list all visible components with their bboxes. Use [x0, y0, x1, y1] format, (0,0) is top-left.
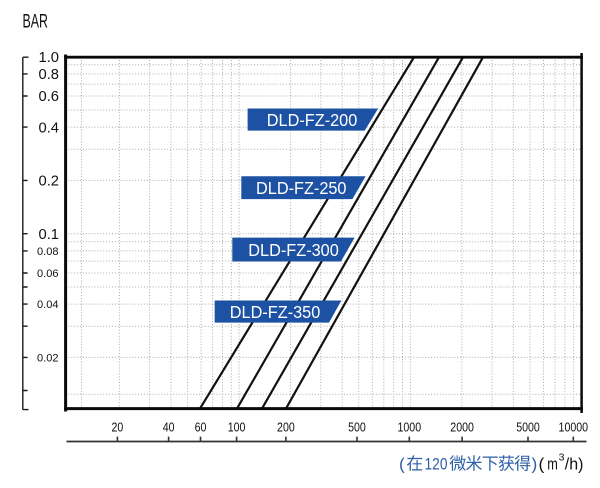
svg-text:DLD-FZ-300: DLD-FZ-300 [248, 240, 339, 260]
svg-text:BAR: BAR [23, 12, 49, 33]
svg-text:40: 40 [163, 420, 175, 435]
svg-text:120: 120 [425, 455, 448, 474]
svg-text:0.04: 0.04 [37, 299, 59, 311]
svg-text:200: 200 [277, 420, 295, 435]
svg-text:60: 60 [195, 420, 207, 435]
svg-text:500: 500 [348, 420, 366, 435]
svg-text:0.4: 0.4 [39, 120, 60, 136]
svg-text:0.1: 0.1 [39, 227, 60, 243]
svg-text:/h): /h) [565, 455, 584, 474]
svg-text:0.2: 0.2 [39, 174, 60, 190]
svg-text:20: 20 [112, 420, 124, 435]
svg-text:0.02: 0.02 [37, 353, 59, 365]
svg-text:100: 100 [228, 420, 246, 435]
svg-text:1.0: 1.0 [39, 50, 60, 66]
svg-text:): ) [532, 455, 538, 474]
svg-text:0.06: 0.06 [37, 268, 59, 280]
svg-text:0.08: 0.08 [37, 246, 59, 258]
svg-text:(: ( [399, 455, 405, 474]
svg-text:DLD-FZ-250: DLD-FZ-250 [256, 178, 347, 198]
svg-text:0.6: 0.6 [39, 89, 60, 105]
svg-text:DLD-FZ-200: DLD-FZ-200 [267, 110, 358, 130]
svg-text:10000: 10000 [559, 420, 589, 435]
svg-text:2000: 2000 [450, 420, 474, 435]
svg-text:m: m [547, 455, 558, 474]
svg-text:DLD-FZ-350: DLD-FZ-350 [230, 302, 321, 322]
svg-text:1000: 1000 [398, 420, 422, 435]
svg-text:(: ( [539, 455, 545, 474]
svg-text:3: 3 [559, 452, 565, 464]
svg-text:5000: 5000 [516, 420, 540, 435]
svg-text:0.8: 0.8 [39, 67, 60, 83]
